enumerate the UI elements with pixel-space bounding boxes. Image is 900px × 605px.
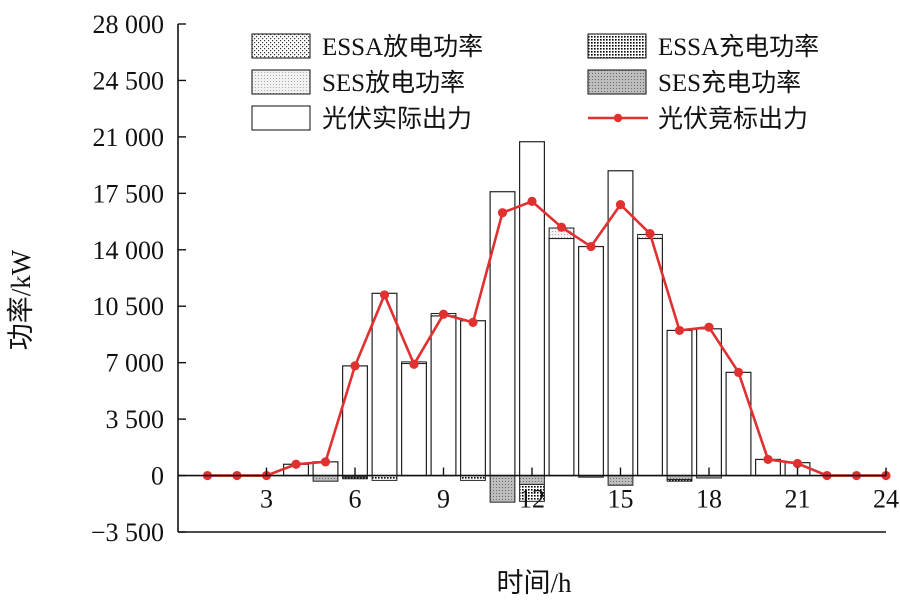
- bid-output-point-16: [645, 229, 655, 239]
- pv-actual-bar-9: [430, 315, 457, 477]
- legend-label: 光伏竞标出力: [658, 105, 808, 133]
- pv-actual-bar-15: [607, 170, 634, 477]
- bid-output-point-5: [320, 457, 331, 467]
- x-tick-label: 6: [349, 485, 362, 514]
- pv-actual-bar-19: [725, 371, 752, 477]
- bid-output-point-9: [438, 309, 449, 319]
- y-tick-label: 10 500: [93, 292, 165, 321]
- bid-output-point-11: [497, 208, 508, 218]
- legend-swatch: [251, 69, 311, 95]
- y-axis-title: 功率/kW: [6, 249, 36, 350]
- legend-swatch: [587, 69, 647, 95]
- legend-label: ESSA充电功率: [658, 33, 819, 61]
- bid-output-line: [207, 200, 886, 477]
- pv-actual-bar-18: [696, 328, 722, 477]
- axes-layer: −3 500 0 3 500 7 000 10 500 14 000 17 500 21 00…: [91, 10, 899, 547]
- bid-output-point-12: [527, 196, 537, 206]
- essa-charge-bar-6: [342, 476, 368, 480]
- bid-output-point-13: [556, 222, 567, 232]
- y-tick-label: 14 000: [93, 236, 165, 265]
- bid-output-point-4: [291, 459, 301, 469]
- bid-output-point-8: [409, 359, 419, 369]
- legend-label: 光伏实际出力: [322, 105, 472, 133]
- bid-output-point-6: [350, 361, 360, 371]
- y-tick-label: 17 500: [93, 179, 165, 208]
- pv-actual-bar-14: [578, 245, 604, 477]
- legend-swatch-marker: [613, 113, 623, 123]
- x-tick-label: 18: [696, 485, 722, 514]
- bid-output-point-10: [468, 317, 478, 327]
- ses-charge-bar-5: [312, 475, 339, 482]
- line-layer: [202, 196, 891, 481]
- y-tick-label: 24 500: [93, 66, 165, 95]
- pv-actual-bar-8: [401, 362, 427, 477]
- x-tick-label: 3: [260, 485, 273, 514]
- legend-label: ESSA放电功率: [322, 33, 483, 61]
- bid-output-point-18: [704, 322, 714, 332]
- x-axis-title: 时间/h: [496, 568, 572, 598]
- legend-label: SES充电功率: [658, 69, 801, 97]
- essa-charge-bar-12: [519, 483, 545, 502]
- essa-charge-bar-17: [666, 479, 693, 482]
- pv-actual-bar-11: [489, 191, 516, 477]
- y-tick-label: 7 000: [106, 349, 165, 378]
- pv-actual-bar-13: [548, 237, 575, 477]
- pv-actual-bar-17: [666, 329, 693, 477]
- legend-swatch: [251, 105, 311, 131]
- bid-output-point-20: [763, 454, 773, 465]
- x-tick-label: 15: [608, 485, 634, 514]
- pv-actual-bar-10: [460, 320, 486, 477]
- y-tick-label: 28 000: [93, 10, 165, 39]
- x-tick-label: 12: [519, 485, 545, 514]
- ses-charge-bar-12: [519, 475, 545, 485]
- bars-layer: [283, 141, 811, 503]
- legend-label: SES放电功率: [322, 69, 465, 97]
- pv-actual-bar-6: [342, 365, 368, 477]
- pv-actual-bar-7: [371, 292, 398, 477]
- legend-swatch: [587, 33, 647, 59]
- x-tick-label: 21: [785, 485, 811, 514]
- y-tick-label: 3 500: [106, 405, 165, 434]
- pv-actual-bar-12: [519, 141, 545, 477]
- bid-output-point-19: [733, 367, 744, 377]
- bid-output-point-21: [792, 458, 803, 469]
- bid-output-point-14: [586, 241, 596, 252]
- y-tick-label: −3 500: [91, 518, 164, 547]
- bid-output-point-15: [615, 200, 626, 210]
- bid-output-point-17: [674, 325, 685, 336]
- ses-charge-bar-11: [489, 475, 516, 503]
- bid-output-point-7: [379, 290, 390, 300]
- x-tick-label: 24: [873, 485, 899, 514]
- x-tick-label: 9: [437, 485, 450, 514]
- y-tick-label: 21 000: [93, 123, 165, 152]
- pv-actual-bar-16: [637, 237, 663, 477]
- y-tick-label: 0: [151, 462, 164, 491]
- legend-swatch: [251, 33, 311, 59]
